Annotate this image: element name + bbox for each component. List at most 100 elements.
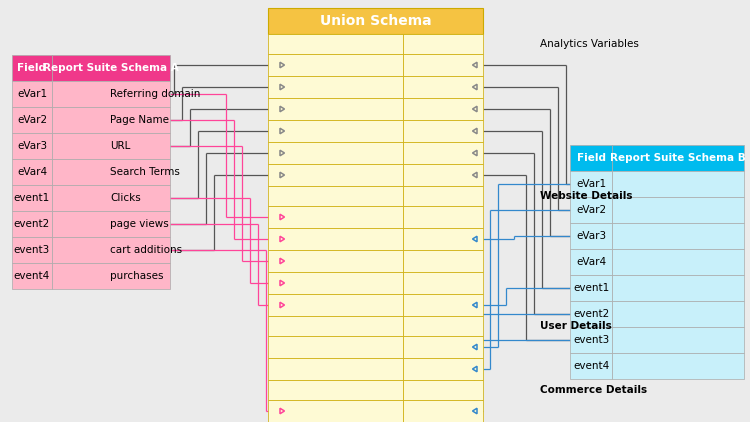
Bar bbox=[268, 294, 403, 316]
Bar bbox=[403, 272, 483, 294]
Bar bbox=[268, 34, 403, 54]
Bar bbox=[52, 185, 170, 211]
Bar bbox=[268, 250, 403, 272]
Bar bbox=[403, 186, 483, 206]
Bar bbox=[52, 159, 170, 185]
Bar bbox=[268, 142, 403, 164]
Bar bbox=[268, 272, 403, 294]
Bar bbox=[612, 301, 744, 327]
Text: Report Suite Schema A: Report Suite Schema A bbox=[43, 63, 178, 73]
Bar bbox=[268, 206, 403, 228]
Text: Field: Field bbox=[577, 153, 605, 163]
Bar bbox=[570, 301, 612, 327]
Text: event3: event3 bbox=[573, 335, 609, 345]
Bar bbox=[268, 76, 403, 98]
Bar bbox=[268, 120, 403, 142]
Bar bbox=[570, 145, 612, 171]
Bar bbox=[52, 55, 170, 81]
Text: cart additions: cart additions bbox=[110, 245, 182, 255]
Bar bbox=[268, 380, 403, 400]
Bar bbox=[12, 107, 52, 133]
Text: Field: Field bbox=[17, 63, 46, 73]
Bar bbox=[268, 358, 403, 380]
Bar bbox=[570, 275, 612, 301]
Bar bbox=[403, 294, 483, 316]
Text: Analytics Variables: Analytics Variables bbox=[540, 39, 639, 49]
Bar bbox=[403, 400, 483, 422]
Bar bbox=[12, 185, 52, 211]
Bar bbox=[612, 353, 744, 379]
Text: Union Schema: Union Schema bbox=[320, 14, 431, 28]
Text: eVar2: eVar2 bbox=[576, 205, 606, 215]
Text: eVar4: eVar4 bbox=[576, 257, 606, 267]
Bar bbox=[12, 211, 52, 237]
Bar bbox=[612, 249, 744, 275]
Bar bbox=[612, 171, 744, 197]
Bar bbox=[52, 237, 170, 263]
Text: eVar1: eVar1 bbox=[17, 89, 47, 99]
Text: Page Name: Page Name bbox=[110, 115, 169, 125]
Bar bbox=[403, 164, 483, 186]
Text: Website Details: Website Details bbox=[540, 191, 632, 201]
Bar bbox=[403, 206, 483, 228]
Bar bbox=[570, 223, 612, 249]
Bar bbox=[403, 316, 483, 336]
Bar bbox=[268, 316, 403, 336]
Bar bbox=[52, 263, 170, 289]
Text: eVar1: eVar1 bbox=[576, 179, 606, 189]
Bar bbox=[52, 133, 170, 159]
Text: eVar3: eVar3 bbox=[576, 231, 606, 241]
Bar bbox=[403, 336, 483, 358]
Bar bbox=[52, 107, 170, 133]
Bar bbox=[12, 133, 52, 159]
Bar bbox=[612, 275, 744, 301]
Bar bbox=[403, 98, 483, 120]
Bar bbox=[12, 237, 52, 263]
Text: purchases: purchases bbox=[110, 271, 164, 281]
Bar bbox=[403, 358, 483, 380]
Text: event2: event2 bbox=[13, 219, 50, 229]
Text: Commerce Details: Commerce Details bbox=[540, 385, 647, 395]
Bar bbox=[268, 54, 403, 76]
Text: event3: event3 bbox=[13, 245, 50, 255]
Bar bbox=[268, 400, 403, 422]
Bar bbox=[12, 263, 52, 289]
Text: URL: URL bbox=[110, 141, 130, 151]
Bar bbox=[570, 249, 612, 275]
Bar bbox=[268, 336, 403, 358]
Text: event1: event1 bbox=[573, 283, 609, 293]
Text: Referring domain: Referring domain bbox=[110, 89, 200, 99]
Text: eVar4: eVar4 bbox=[17, 167, 47, 177]
Bar bbox=[268, 164, 403, 186]
Bar bbox=[612, 327, 744, 353]
Bar bbox=[612, 145, 744, 171]
Text: eVar2: eVar2 bbox=[17, 115, 47, 125]
Text: event4: event4 bbox=[13, 271, 50, 281]
Bar bbox=[12, 55, 52, 81]
Bar bbox=[268, 186, 403, 206]
Bar bbox=[612, 197, 744, 223]
Text: Search Terms: Search Terms bbox=[110, 167, 180, 177]
Bar bbox=[12, 81, 52, 107]
Text: Report Suite Schema B: Report Suite Schema B bbox=[610, 153, 746, 163]
Bar bbox=[570, 327, 612, 353]
Text: eVar3: eVar3 bbox=[17, 141, 47, 151]
Bar bbox=[612, 223, 744, 249]
Bar bbox=[268, 98, 403, 120]
Bar bbox=[268, 8, 483, 34]
Text: Clicks: Clicks bbox=[110, 193, 141, 203]
Bar bbox=[570, 197, 612, 223]
Bar bbox=[570, 171, 612, 197]
Bar bbox=[403, 54, 483, 76]
Bar bbox=[403, 250, 483, 272]
Bar bbox=[52, 211, 170, 237]
Bar bbox=[403, 142, 483, 164]
Text: page views: page views bbox=[110, 219, 169, 229]
Bar bbox=[403, 228, 483, 250]
Text: event1: event1 bbox=[13, 193, 50, 203]
Bar bbox=[52, 81, 170, 107]
Bar bbox=[12, 159, 52, 185]
Bar bbox=[570, 353, 612, 379]
Bar bbox=[268, 228, 403, 250]
Text: event4: event4 bbox=[573, 361, 609, 371]
